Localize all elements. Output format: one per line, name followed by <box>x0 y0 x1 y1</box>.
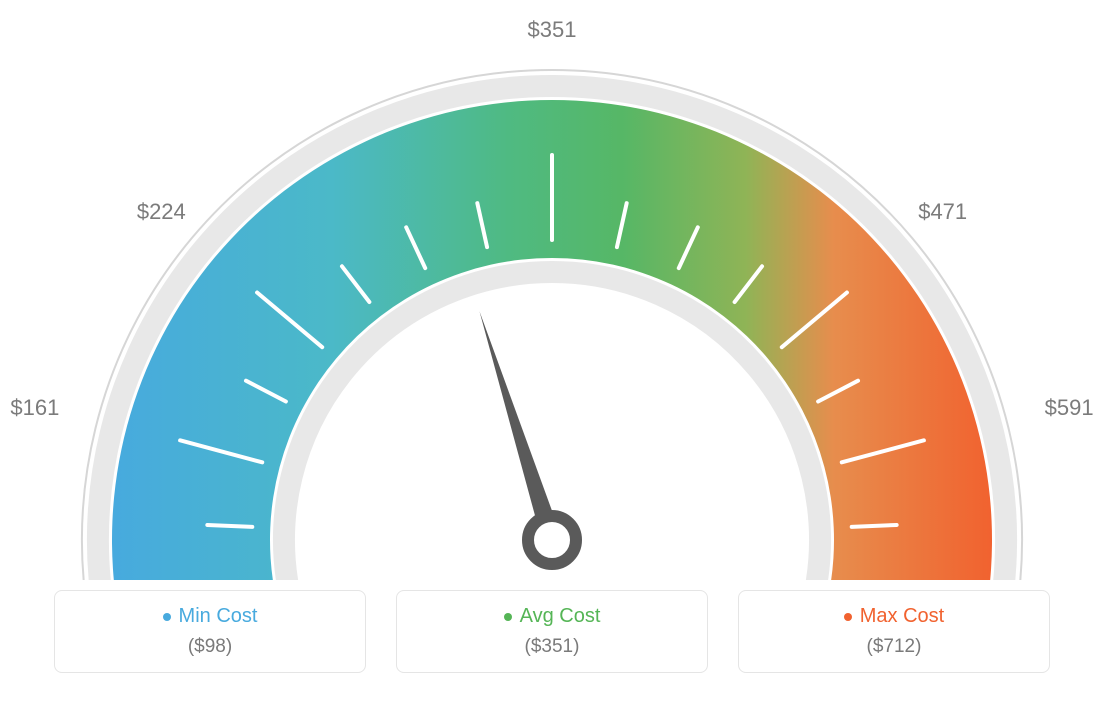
legend-min-card: Min Cost ($98) <box>54 590 366 673</box>
gauge-needle-hub <box>528 516 576 564</box>
legend-min-label: Min Cost <box>179 605 258 628</box>
dot-icon <box>504 613 512 621</box>
legend-avg-card: Avg Cost ($351) <box>396 590 708 673</box>
gauge-tick-label: $161 <box>10 395 59 420</box>
legend-max-label: Max Cost <box>860 605 944 628</box>
gauge-needle <box>479 311 561 543</box>
legend-min-value: ($98) <box>55 636 365 658</box>
gauge-tick-label: $471 <box>918 199 967 224</box>
legend-avg-label: Avg Cost <box>520 605 601 628</box>
dot-icon <box>163 613 171 621</box>
legend-avg-value: ($351) <box>397 636 707 658</box>
gauge-tick-label: $351 <box>528 20 577 42</box>
legend-max-value: ($712) <box>739 636 1049 658</box>
legend-row: Min Cost ($98) Avg Cost ($351) Max Cost … <box>0 590 1104 673</box>
dot-icon <box>844 613 852 621</box>
gauge-tick-label: $224 <box>137 199 186 224</box>
gauge-tick-label: $591 <box>1045 395 1094 420</box>
legend-max-card: Max Cost ($712) <box>738 590 1050 673</box>
cost-gauge-chart: $98$161$224$351$471$591$712 <box>0 20 1104 580</box>
